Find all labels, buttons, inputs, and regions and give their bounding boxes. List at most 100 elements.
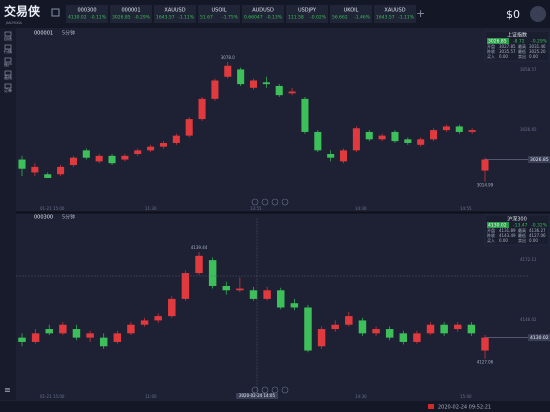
sidebar-label[interactable]: 订单: [4, 87, 12, 93]
candle-body: [404, 139, 412, 143]
last-price-bg: [528, 334, 550, 342]
balance[interactable]: $0: [506, 8, 520, 21]
quote-field: 3031.46: [529, 44, 546, 49]
quote-field: 4136.27: [529, 228, 546, 233]
candle-body: [385, 329, 394, 338]
sidebar-icon[interactable]: [4, 44, 12, 50]
menu-icon[interactable]: ≡: [4, 386, 11, 395]
sidebar-icon[interactable]: [4, 31, 12, 37]
quote-name: 沪深300: [507, 216, 527, 223]
sidebar-label[interactable]: 行情: [4, 48, 12, 54]
candle-body: [86, 333, 94, 338]
ticker-tile[interactable]: [110, 5, 152, 23]
candle-body: [378, 135, 386, 140]
time-label: 13:55: [250, 206, 262, 211]
candle-body: [467, 324, 476, 334]
quote-field: 3035.57: [499, 49, 516, 54]
ticker-change: -0.02%: [310, 15, 327, 21]
panel-period[interactable]: 5分钟: [62, 214, 75, 221]
candle-body: [211, 80, 219, 99]
candle-body: [249, 80, 258, 88]
candle-body: [426, 324, 435, 334]
low-label: 3014.99: [477, 183, 494, 188]
candle-body: [31, 166, 39, 173]
avatar[interactable]: [530, 6, 546, 22]
grid-icon[interactable]: [51, 8, 60, 17]
quote-pct: -0.32%: [531, 223, 548, 229]
sidebar-icon[interactable]: [4, 70, 12, 76]
candle-body: [147, 146, 155, 151]
candle-body: [72, 329, 81, 338]
candle-body: [59, 324, 67, 334]
time-label: 01-21 15:00: [40, 394, 65, 399]
candle-body: [113, 333, 122, 342]
quote-field: 3027.85: [499, 44, 516, 49]
candle-body: [95, 155, 103, 162]
panel-symbol[interactable]: 000001: [34, 31, 53, 37]
ticker-price: 56.662: [332, 15, 348, 21]
sidebar-label[interactable]: 自选: [4, 35, 12, 41]
candle-body: [154, 316, 162, 321]
zoom-control[interactable]: [251, 198, 259, 206]
ticker-tile[interactable]: [242, 5, 284, 23]
candle-body: [417, 139, 425, 145]
candle-body: [442, 126, 450, 131]
candle-body: [208, 260, 217, 286]
time-label: 14:30: [355, 206, 367, 211]
candle-body: [262, 82, 270, 85]
zoom-control[interactable]: [271, 198, 279, 206]
add-button[interactable]: +: [416, 7, 425, 20]
ticker-change: -1.75%: [222, 15, 239, 21]
zoom-control[interactable]: [261, 198, 269, 206]
zoom-control[interactable]: [281, 386, 289, 394]
time-label: 15:00: [460, 394, 472, 399]
candle-body: [168, 298, 176, 317]
axis-label: 3058.57: [520, 67, 537, 72]
ticker-change: -0.29%: [134, 15, 151, 21]
ticker-tile[interactable]: [286, 5, 328, 23]
axis-label: 4172.11: [520, 257, 537, 262]
time-label: 14:55: [460, 206, 472, 211]
panel-symbol[interactable]: 000300: [34, 215, 53, 221]
candle-body: [181, 273, 190, 299]
sidebar-icon[interactable]: [4, 83, 12, 89]
candle-body: [237, 69, 245, 85]
ticker-tile[interactable]: [330, 5, 372, 23]
candle-body: [288, 91, 296, 94]
ticker-tile[interactable]: [198, 5, 240, 23]
ticker-symbol: UKOIL: [344, 8, 359, 14]
ticker-tile[interactable]: [154, 5, 196, 23]
sidebar-label[interactable]: 账户: [4, 61, 12, 67]
candle-body: [317, 329, 326, 347]
axis-label: 4146.02: [520, 317, 537, 322]
low-label: 4127.06: [477, 360, 494, 365]
candle-body: [345, 316, 353, 325]
high-label: 3078.0: [221, 55, 235, 60]
ticker-tile[interactable]: [374, 5, 416, 23]
zoom-control[interactable]: [281, 198, 289, 206]
candle-body: [468, 130, 476, 132]
candle-body: [481, 159, 489, 171]
quote-field: 买入: [487, 53, 495, 59]
panel-period[interactable]: 5分钟: [62, 30, 75, 37]
quote-field: 最低: [518, 232, 526, 238]
quote-price-bg: [487, 222, 509, 228]
ticker-price: 51.67: [200, 15, 213, 21]
sidebar-icon[interactable]: [4, 57, 12, 63]
quote-field: 0.00: [529, 54, 538, 59]
candle-body: [263, 290, 271, 299]
candle-body: [290, 303, 299, 308]
candle-body: [440, 324, 448, 334]
candle-body: [224, 65, 232, 77]
ticker-symbol: XAUUSD: [164, 8, 185, 14]
sidebar-label[interactable]: 画线: [4, 74, 12, 80]
candle-body: [275, 85, 283, 96]
ticker-tile[interactable]: [66, 5, 108, 23]
candle-body: [140, 320, 149, 325]
candle-body: [249, 290, 258, 299]
quote-field: 0.00: [499, 54, 508, 59]
quote-field: 最低: [518, 48, 526, 54]
candle-body: [304, 307, 312, 351]
candle-body: [31, 333, 40, 342]
quote-field: 最高: [518, 227, 526, 233]
